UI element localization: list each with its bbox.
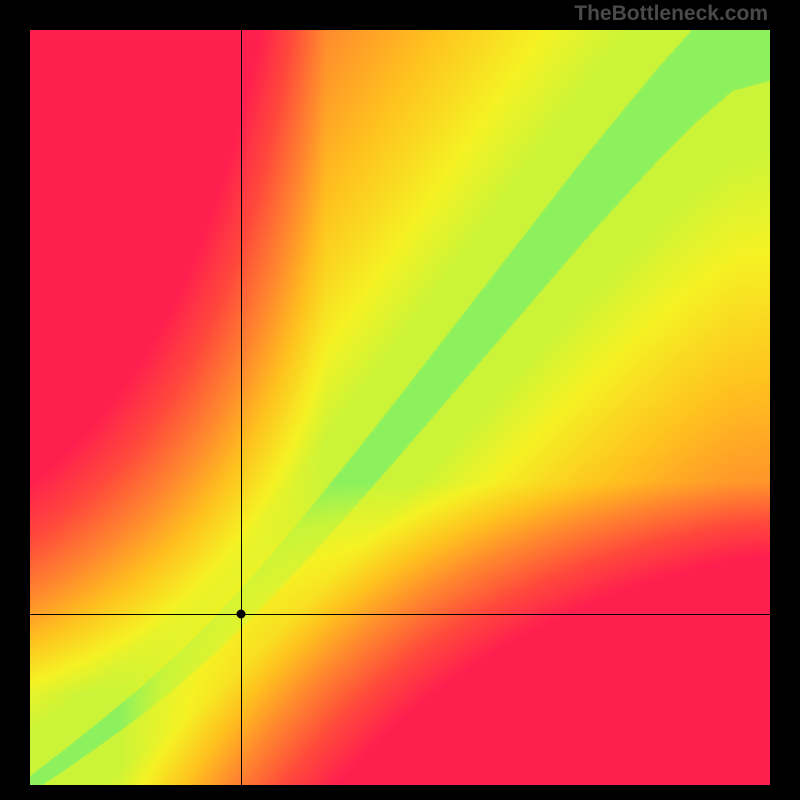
heatmap-plot xyxy=(30,30,770,785)
crosshair-horizontal xyxy=(30,614,770,615)
intersection-marker xyxy=(236,610,245,619)
crosshair-vertical xyxy=(241,30,242,785)
attribution-text: TheBottleneck.com xyxy=(574,2,768,26)
heatmap-canvas xyxy=(30,30,770,785)
